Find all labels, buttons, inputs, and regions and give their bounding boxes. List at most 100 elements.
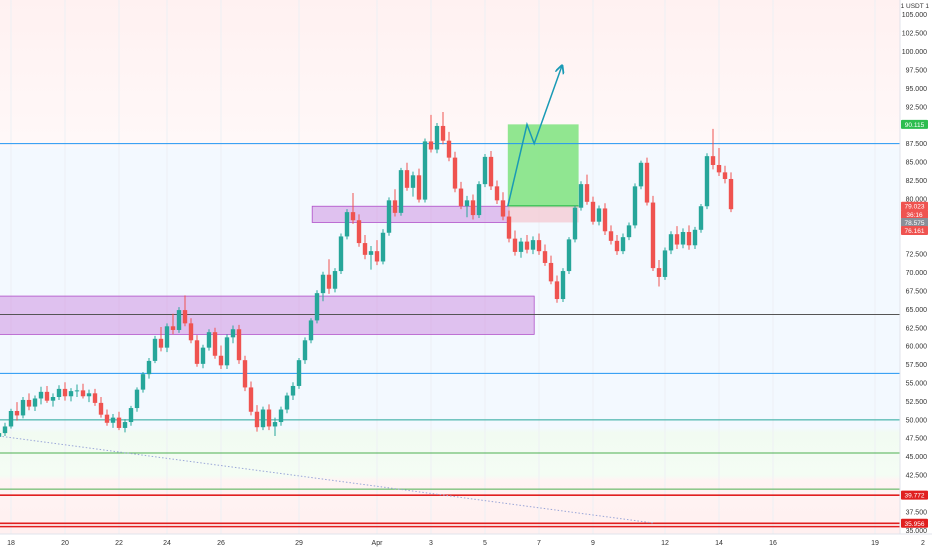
price-badge: [901, 119, 928, 129]
candle-body: [602, 208, 608, 232]
candle-body: [566, 239, 572, 272]
candle-body: [110, 417, 116, 423]
price-axis-panel: [900, 0, 932, 550]
candle-body: [416, 175, 422, 200]
date-tick-label: 14: [715, 540, 723, 547]
candle-body: [0, 433, 2, 437]
price-tick-label: 87.500: [906, 141, 928, 148]
price-badge: [901, 490, 928, 500]
price-badge-label: 36:16: [906, 212, 923, 219]
candle-body: [482, 156, 488, 185]
candle-body: [440, 125, 446, 141]
price-unit-label: 1 USDT 1: [901, 3, 930, 10]
price-tick-label: 45.000: [906, 454, 928, 461]
price-tick-label: 42.500: [906, 473, 928, 480]
date-tick-label: 19: [871, 540, 879, 547]
price-badge-label: 78.575: [905, 220, 925, 227]
candle-body: [524, 241, 530, 250]
price-badge-label: 90.115: [905, 122, 925, 129]
price-tick-label: 57.500: [906, 362, 928, 369]
candle-body: [458, 188, 464, 207]
candle-body: [320, 274, 326, 294]
price-tick-label: 82.500: [906, 178, 928, 185]
candle-body: [410, 175, 416, 188]
candle-body: [674, 234, 680, 245]
candle-body: [62, 388, 68, 397]
candle-body: [272, 422, 278, 427]
candle-body: [542, 251, 548, 263]
candle-body: [404, 170, 410, 188]
candle-body: [470, 200, 476, 216]
price-tick-label: 65.000: [906, 307, 928, 314]
price-badge: [901, 518, 928, 528]
candle-body: [362, 243, 368, 255]
candle-body: [38, 391, 44, 399]
candle-body: [590, 201, 596, 222]
date-tick-label: 22: [115, 540, 123, 547]
candle-body: [218, 355, 224, 366]
candle-body: [692, 229, 698, 246]
price-badge-label: 39.772: [905, 493, 925, 500]
price-badge-label: 79.023: [905, 204, 925, 211]
candle-body: [386, 200, 392, 233]
candle-body: [116, 417, 122, 428]
candle-body: [350, 212, 356, 221]
date-tick-label: 26: [217, 540, 225, 547]
date-tick-label: 24: [163, 540, 171, 547]
date-tick-label: 3: [429, 540, 433, 547]
candle-body: [8, 410, 14, 427]
candle-body: [578, 184, 584, 208]
candle-body: [554, 281, 560, 300]
price-tick-label: 102.500: [902, 31, 927, 38]
candle-body: [428, 141, 434, 150]
candle-body: [344, 212, 350, 237]
price-badge-label: 76.161: [905, 228, 925, 235]
candle-body: [200, 347, 206, 364]
candle-body: [44, 391, 50, 401]
price-tick-label: 70.000: [906, 270, 928, 277]
candle-body: [584, 184, 590, 202]
price-tick-label: 92.500: [906, 104, 928, 111]
candle-body: [476, 184, 482, 216]
candle-body: [392, 200, 398, 213]
date-tick-label: 12: [661, 540, 669, 547]
price-tick-label: 37.500: [906, 509, 928, 516]
candle-body: [122, 422, 128, 428]
candle-body: [50, 397, 56, 401]
candle-body: [434, 125, 440, 150]
candle-body: [98, 402, 104, 415]
candle-body: [662, 250, 668, 277]
date-tick-label: 5: [483, 540, 487, 547]
price-tick-label: 52.500: [906, 399, 928, 406]
candle-body: [356, 220, 362, 244]
candle-body: [704, 156, 710, 207]
price-badge: [901, 209, 928, 219]
candle-body: [194, 340, 200, 364]
price-badge: [901, 217, 928, 227]
candle-body: [548, 262, 554, 282]
support-box: [0, 295, 535, 335]
candle-body: [368, 251, 374, 255]
candle-body: [488, 156, 494, 187]
candle-body: [644, 162, 650, 203]
candle-body: [686, 232, 692, 246]
price-tick-label: 50.000: [906, 417, 928, 424]
candle-body: [212, 332, 218, 356]
candle-body: [302, 340, 308, 361]
candle-body: [620, 237, 626, 252]
candle-body: [518, 241, 524, 252]
date-tick-label: 29: [295, 540, 303, 547]
candle-body: [314, 293, 320, 321]
candle-body: [14, 410, 20, 416]
candle-body: [380, 232, 386, 262]
candle-body: [710, 156, 716, 165]
candle-body: [614, 240, 620, 252]
candle-body: [608, 231, 614, 241]
candle-body: [278, 409, 284, 423]
candle-body: [296, 360, 302, 386]
candle-body: [146, 360, 152, 375]
candle-body: [560, 271, 566, 300]
price-tick-label: 72.500: [906, 252, 928, 259]
candle-body: [242, 360, 248, 388]
